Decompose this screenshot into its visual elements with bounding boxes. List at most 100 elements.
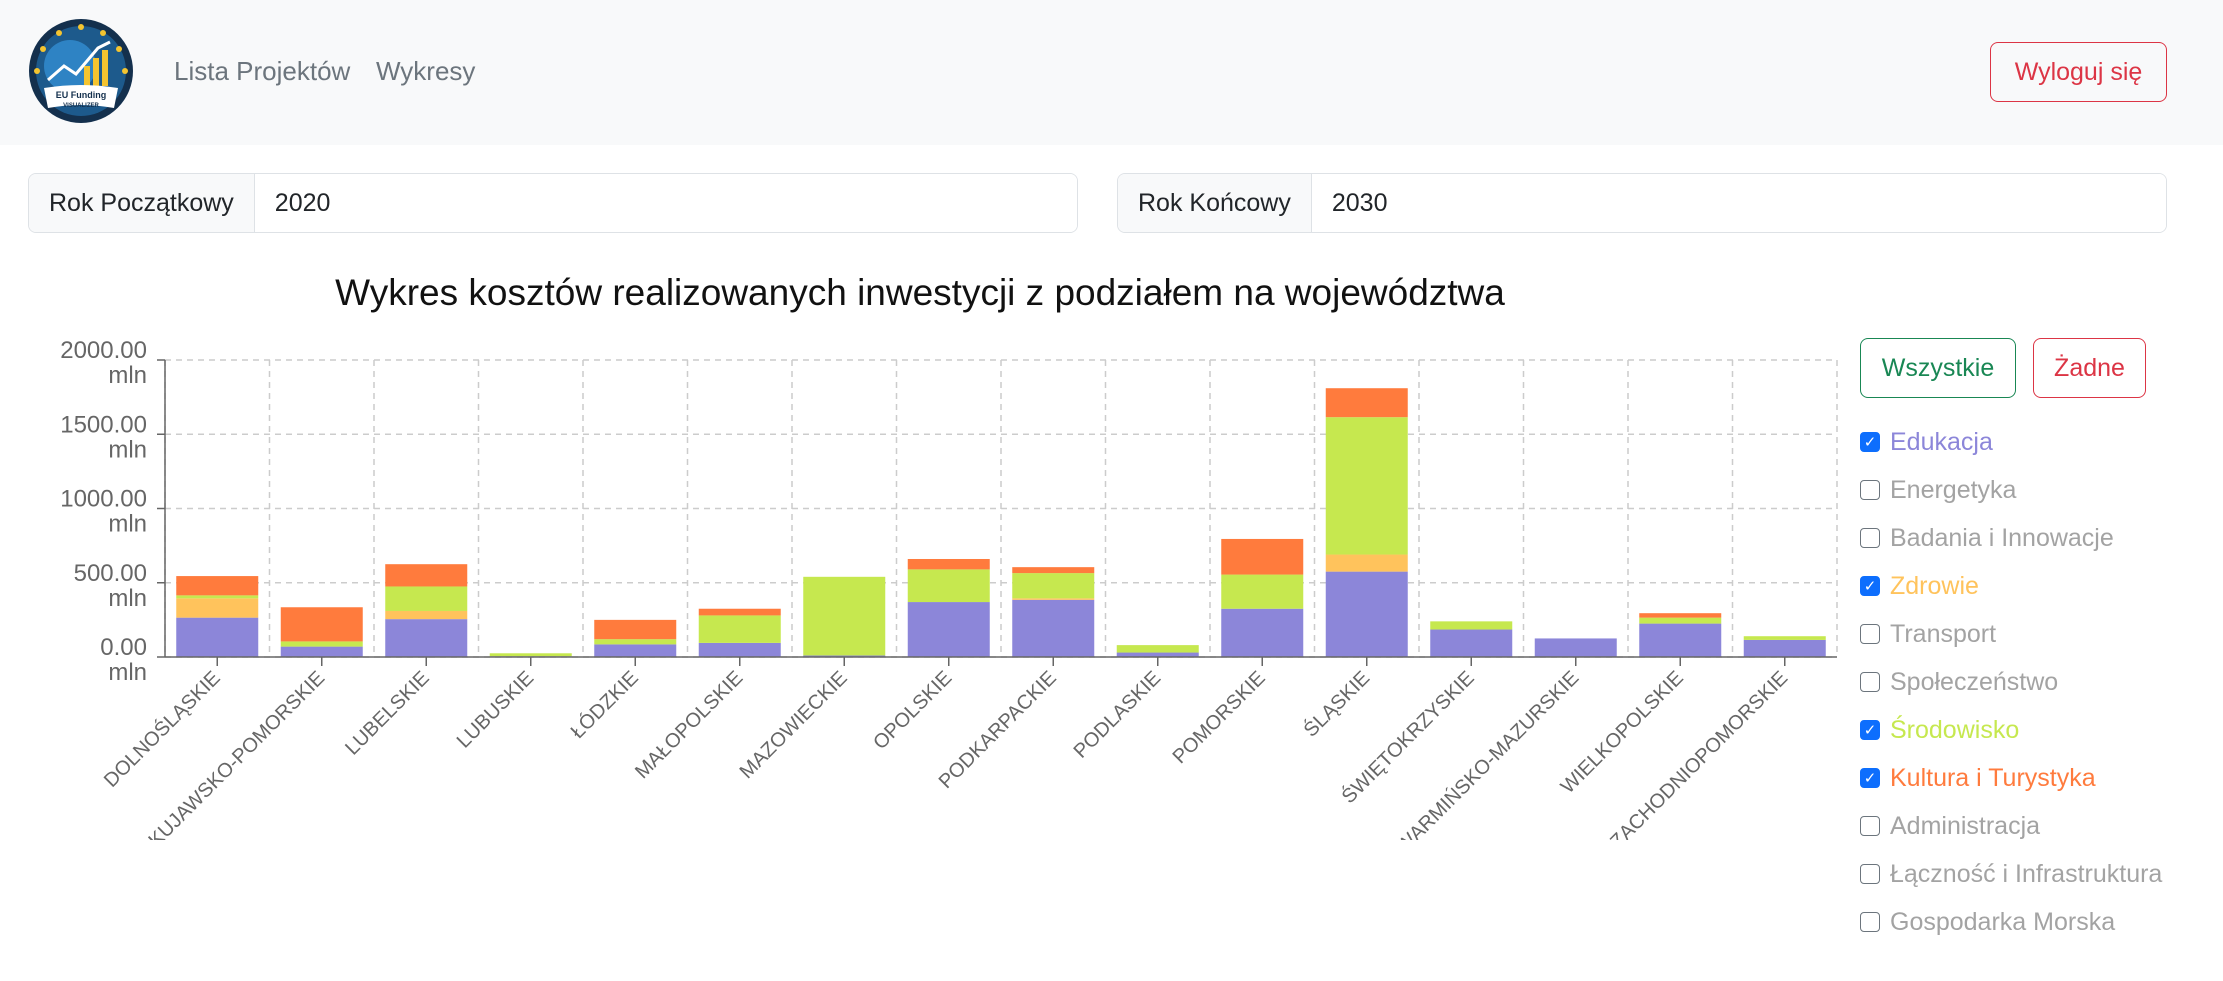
category-filter-item[interactable]: Administracja bbox=[1860, 802, 2162, 850]
y-tick-unit: mln bbox=[108, 362, 147, 389]
x-tick-label: WARMIŃSKO-MAZURSKIE bbox=[1392, 666, 1584, 840]
select-all-button[interactable]: Wszystkie bbox=[1860, 338, 2016, 398]
category-label[interactable]: Edukacja bbox=[1890, 427, 1993, 456]
bar-segment bbox=[1534, 638, 1617, 657]
eu-funding-logo[interactable]: EU Funding VISUALIZER bbox=[28, 18, 134, 124]
category-checkbox[interactable] bbox=[1860, 624, 1880, 644]
category-filter-item[interactable]: Badania i Innowacje bbox=[1860, 514, 2162, 562]
x-tick-label: OPOLSKIE bbox=[869, 667, 956, 754]
category-checkbox[interactable]: ✓ bbox=[1860, 576, 1880, 596]
y-tick-value: 2000.00 bbox=[60, 337, 147, 364]
category-label[interactable]: Administracja bbox=[1890, 811, 2041, 840]
x-tick-label: MAŁOPOLSKIE bbox=[631, 667, 747, 783]
bar-segment bbox=[698, 642, 781, 657]
category-label[interactable]: Łączność i Infrastruktura bbox=[1890, 859, 2163, 888]
bar-segment bbox=[280, 607, 363, 642]
bar-segment bbox=[1012, 573, 1095, 599]
bar-segment bbox=[594, 619, 677, 640]
category-checkbox[interactable] bbox=[1860, 912, 1880, 932]
checkmark-icon: ✓ bbox=[1863, 721, 1877, 739]
start-year-label: Rok Początkowy bbox=[29, 174, 255, 232]
category-filter-item[interactable]: ✓ Edukacja bbox=[1860, 418, 2162, 466]
category-checkbox[interactable] bbox=[1860, 672, 1880, 692]
bar-segment bbox=[1639, 613, 1722, 618]
category-label[interactable]: Transport bbox=[1890, 619, 1997, 648]
category-checkbox[interactable]: ✓ bbox=[1860, 720, 1880, 740]
logout-button[interactable]: Wyloguj się bbox=[1990, 42, 2167, 102]
category-filter-item[interactable]: Transport bbox=[1860, 610, 2162, 658]
start-year-input[interactable] bbox=[254, 174, 1077, 232]
x-tick-label: POMORSKIE bbox=[1169, 667, 1270, 768]
bar-segment bbox=[1743, 636, 1826, 640]
category-filter-item[interactable]: Łączność i Infrastruktura bbox=[1860, 850, 2162, 898]
category-checkbox[interactable] bbox=[1860, 528, 1880, 548]
bar-segment bbox=[1325, 417, 1408, 555]
logo-subtext: VISUALIZER bbox=[63, 103, 99, 109]
y-tick-unit: mln bbox=[108, 659, 147, 686]
bar-segment bbox=[385, 586, 468, 611]
category-label[interactable]: Zdrowie bbox=[1890, 571, 1979, 600]
bar-segment bbox=[1221, 538, 1304, 575]
y-tick-value: 0.00 bbox=[100, 634, 147, 661]
nav-link-projects[interactable]: Lista Projektów bbox=[174, 56, 351, 86]
category-filter-item[interactable]: ✓ Zdrowie bbox=[1860, 562, 2162, 610]
category-label[interactable]: Gospodarka Morska bbox=[1890, 907, 2116, 936]
bar-segment bbox=[280, 641, 363, 647]
bar-segment bbox=[1639, 617, 1722, 624]
category-filter-item[interactable]: Gospodarka Morska bbox=[1860, 898, 2162, 946]
category-filter-item[interactable]: Energetyka bbox=[1860, 466, 2162, 514]
bar-segment bbox=[1116, 645, 1199, 653]
category-label[interactable]: Środowisko bbox=[1890, 715, 2020, 744]
y-tick-label: 1000.00 mln bbox=[60, 486, 147, 538]
category-label[interactable]: Kultura i Turystyka bbox=[1890, 763, 2096, 792]
checkmark-icon: ✓ bbox=[1863, 433, 1877, 451]
y-tick-label: 2000.00 mln bbox=[60, 337, 147, 389]
y-tick-value: 1000.00 bbox=[60, 486, 147, 513]
x-tick-label: KUJAWSKO-POMORSKIE bbox=[145, 667, 330, 840]
bar-segment bbox=[1325, 554, 1408, 572]
category-checkbox[interactable] bbox=[1860, 480, 1880, 500]
category-filter-list: ✓ Edukacja Energetyka Badania i Innowacje ✓ Z… bbox=[1860, 418, 2162, 946]
bar-segment bbox=[385, 564, 468, 587]
logo-text: EU Funding bbox=[56, 90, 107, 100]
category-label[interactable]: Badania i Innowacje bbox=[1890, 523, 2114, 552]
category-label[interactable]: Społeczeństwo bbox=[1890, 667, 2059, 696]
bar-segment bbox=[385, 610, 468, 620]
bar-segment bbox=[1116, 652, 1199, 657]
y-tick-unit: mln bbox=[108, 436, 147, 463]
chart-title: Wykres kosztów realizowanych inwestycji … bbox=[335, 272, 1505, 313]
bar-segment bbox=[1430, 629, 1513, 657]
y-tick-label: 0.00 mln bbox=[100, 634, 147, 686]
bar-segment bbox=[1012, 598, 1095, 600]
bar-segment bbox=[1012, 567, 1095, 574]
category-checkbox[interactable] bbox=[1860, 864, 1880, 884]
bar-segment bbox=[1325, 388, 1408, 418]
y-tick-value: 1500.00 bbox=[60, 411, 147, 438]
x-tick-label: MAZOWIECKIE bbox=[736, 667, 852, 783]
nav-link-charts[interactable]: Wykresy bbox=[376, 56, 476, 86]
x-tick-label: LUBELSKIE bbox=[341, 667, 434, 760]
bar-segment bbox=[1639, 623, 1722, 657]
category-filter-item[interactable]: ✓ Kultura i Turystyka bbox=[1860, 754, 2162, 802]
x-tick-label: ŁÓDZKIE bbox=[566, 666, 643, 743]
bar-segment bbox=[1221, 574, 1304, 609]
category-checkbox[interactable]: ✓ bbox=[1860, 432, 1880, 452]
category-filter-item[interactable]: ✓ Środowisko bbox=[1860, 706, 2162, 754]
bar-segment bbox=[176, 595, 259, 599]
bar-segment bbox=[1430, 621, 1513, 630]
navbar: EU Funding VISUALIZER Lista Projektów Wy… bbox=[0, 0, 2223, 145]
end-year-input[interactable] bbox=[1311, 174, 2166, 232]
category-checkbox[interactable]: ✓ bbox=[1860, 768, 1880, 788]
category-label[interactable]: Energetyka bbox=[1890, 475, 2017, 504]
bar-segment bbox=[1743, 639, 1826, 657]
select-none-button[interactable]: Żadne bbox=[2033, 338, 2146, 398]
start-year-group: Rok Początkowy bbox=[28, 173, 1078, 233]
checkmark-icon: ✓ bbox=[1863, 577, 1877, 595]
bar-segment bbox=[803, 576, 886, 656]
bar-segment bbox=[907, 558, 990, 570]
category-checkbox[interactable] bbox=[1860, 816, 1880, 836]
category-filter-item[interactable]: Społeczeństwo bbox=[1860, 658, 2162, 706]
bar-segment bbox=[698, 615, 781, 643]
bar-segment bbox=[698, 608, 781, 616]
